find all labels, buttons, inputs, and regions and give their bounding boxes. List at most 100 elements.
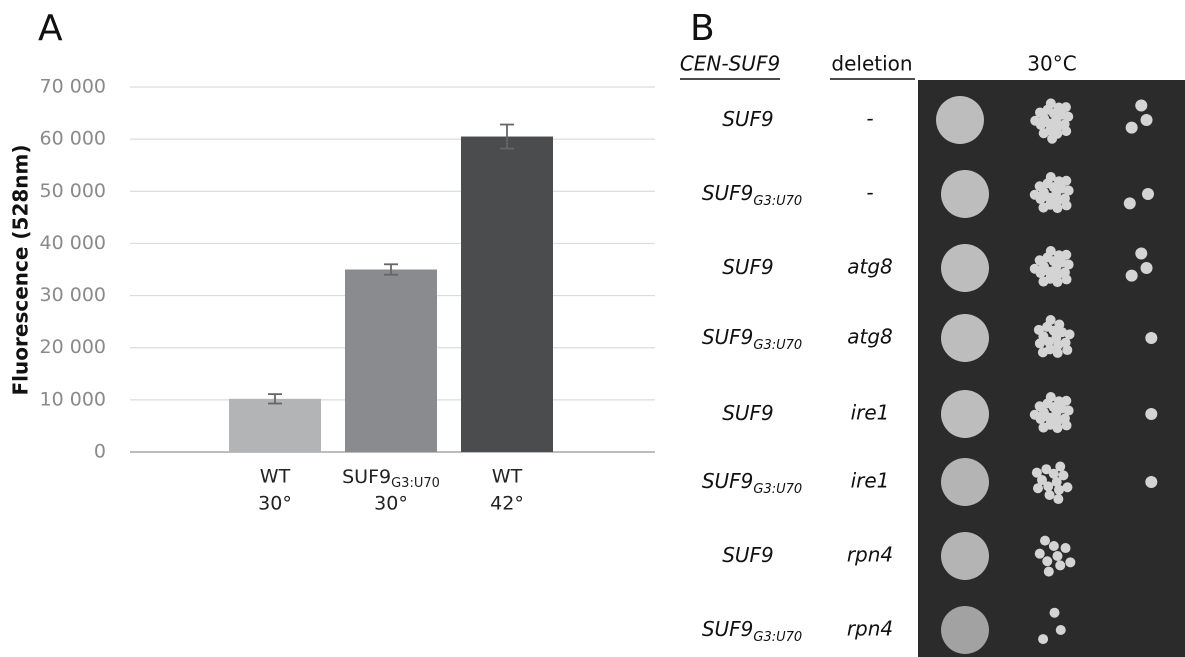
colony [1043, 481, 1054, 492]
colony [1060, 102, 1071, 113]
construct-subscript: G3:U70 [753, 194, 802, 209]
x-tick-label-main: SUF9 [342, 466, 391, 488]
x-tick-label-subscript: G3:U70 [391, 476, 440, 491]
colony [1062, 482, 1073, 493]
colony [1047, 133, 1058, 144]
deletion-label: ire1 [851, 469, 890, 493]
colony [1034, 548, 1045, 559]
colony [1034, 338, 1045, 349]
colony [1140, 114, 1153, 126]
y-axis-label: Fluorescence (528nm) [9, 145, 33, 396]
bar [229, 398, 321, 452]
error-bar [384, 263, 398, 276]
colony [1032, 483, 1043, 494]
colony [1052, 423, 1063, 434]
construct-name: SUF9 [702, 469, 754, 493]
deletion-label: - [866, 181, 873, 205]
colony [1145, 408, 1158, 420]
colony [1052, 347, 1063, 358]
colony [1030, 115, 1041, 126]
error-bar [500, 123, 514, 150]
colony-spot [941, 390, 989, 438]
colony [1043, 566, 1054, 577]
colony [1062, 345, 1073, 356]
colony [1029, 263, 1040, 274]
deletion-label: atg8 [847, 255, 893, 279]
construct-subscript: G3:U70 [753, 482, 802, 497]
colony [1063, 185, 1074, 196]
colony [1041, 464, 1052, 475]
construct-label: SUF9G3:U70 [702, 325, 802, 353]
deletion-label: - [866, 107, 873, 131]
deletion-label: rpn4 [847, 543, 893, 567]
colony [1055, 560, 1066, 571]
colony [1058, 470, 1069, 481]
colony [1053, 396, 1064, 407]
y-tick-label: 60 000 [40, 128, 106, 150]
colony-spot [941, 244, 989, 292]
colony [1061, 420, 1072, 431]
colony [1145, 476, 1158, 488]
colony [1042, 556, 1053, 567]
colony [1052, 277, 1063, 288]
bar [345, 269, 437, 452]
colony [1055, 625, 1066, 635]
colony [1060, 543, 1071, 554]
colony [1029, 409, 1040, 420]
colony [1048, 541, 1059, 552]
colony [1053, 250, 1064, 261]
colony [1037, 347, 1048, 358]
construct-label: SUF9 [722, 107, 774, 131]
panel-label: B [690, 8, 715, 49]
colony [1063, 259, 1074, 270]
colony [1135, 247, 1148, 260]
construct-name: SUF9 [702, 617, 754, 641]
colony [1060, 337, 1071, 348]
header-deletion: deletion [831, 52, 912, 76]
construct-label: SUF9G3:U70 [702, 469, 802, 497]
y-tick-label: 30 000 [40, 284, 106, 306]
construct-label: SUF9G3:U70 [702, 617, 802, 645]
construct-name: SUF9 [722, 543, 774, 567]
construct-label: SUF9 [722, 401, 774, 425]
colony [1051, 477, 1062, 487]
colony [1034, 181, 1045, 192]
colony [1064, 329, 1075, 340]
colony-spot [941, 170, 989, 218]
colony [1142, 188, 1154, 200]
x-tick-label: 30° [258, 493, 292, 515]
colony [1061, 395, 1072, 406]
colony [1140, 262, 1153, 274]
colony [1052, 203, 1063, 214]
construct-label: SUF9 [722, 255, 774, 279]
colony [1063, 405, 1074, 416]
colony [1038, 422, 1049, 433]
colony [1061, 200, 1072, 211]
x-tick-label: 42° [490, 493, 524, 515]
y-tick-label: 40 000 [40, 232, 106, 254]
colony [1053, 102, 1064, 113]
x-tick-label: WT [260, 466, 291, 488]
colony [1033, 324, 1044, 335]
colony [1038, 128, 1049, 139]
colony-spot [936, 96, 984, 144]
colony [1061, 274, 1072, 285]
colony [1045, 315, 1056, 326]
colony [1045, 391, 1056, 402]
colony [1044, 489, 1055, 500]
header-condition: 30°C [1027, 52, 1076, 76]
colony [1049, 607, 1060, 618]
colony [1065, 557, 1076, 568]
deletion-label: rpn4 [847, 617, 893, 641]
colony [1038, 202, 1049, 213]
colony [1125, 121, 1138, 134]
colony [1048, 468, 1059, 479]
construct-name: SUF9 [722, 107, 774, 131]
construct-subscript: G3:U70 [753, 338, 802, 353]
x-tick-label: WT [492, 466, 523, 488]
panel-label: A [38, 8, 63, 49]
deletion-label: atg8 [847, 325, 893, 349]
colony [1053, 494, 1064, 505]
y-tick-label: 70 000 [40, 76, 106, 98]
colony [1045, 98, 1056, 109]
